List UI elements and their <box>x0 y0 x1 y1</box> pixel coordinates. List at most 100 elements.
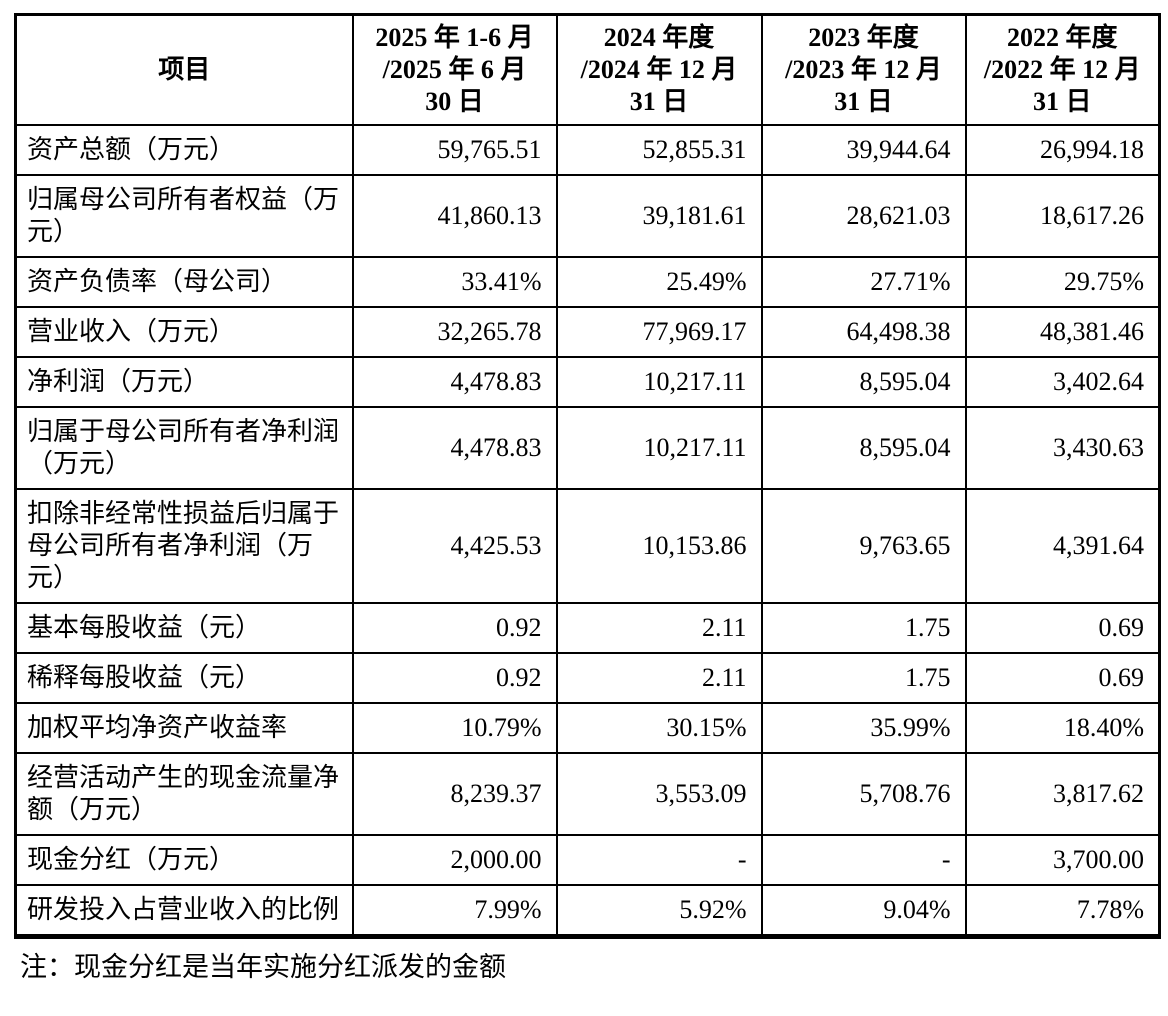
row-label: 净利润（万元） <box>14 356 354 408</box>
row-label: 加权平均净资产收益率 <box>14 702 354 754</box>
value-cell: 10.79% <box>351 702 558 754</box>
value-cell: 4,391.64 <box>964 488 1161 604</box>
value-cell: 1.75 <box>760 652 967 704</box>
value-cell: 10,153.86 <box>555 488 763 604</box>
header-line: 2025 年 1-6 月 <box>375 23 534 52</box>
table-row: 资产总额（万元） 59,765.51 52,855.31 39,944.64 2… <box>14 124 1161 176</box>
table-row: 基本每股收益（元） 0.92 2.11 1.75 0.69 <box>14 602 1161 654</box>
value-cell: 18,617.26 <box>964 174 1161 258</box>
header-line: 2022 年度 <box>1006 23 1118 52</box>
value-cell: 7.78% <box>964 884 1161 938</box>
value-cell: 33.41% <box>351 256 558 308</box>
value-cell: 2.11 <box>555 602 763 654</box>
row-label: 基本每股收益（元） <box>14 602 354 654</box>
value-cell: 3,402.64 <box>964 356 1161 408</box>
value-cell: 48,381.46 <box>964 306 1161 358</box>
row-label: 经营活动产生的现金流量净额（万元） <box>14 752 354 836</box>
value-cell: 3,430.63 <box>964 406 1161 490</box>
value-cell: 0.92 <box>351 652 558 704</box>
value-cell: 25.49% <box>555 256 763 308</box>
value-cell: 2,000.00 <box>351 834 558 886</box>
value-cell: 10,217.11 <box>555 406 763 490</box>
table-header-row: 项目 2025 年 1-6 月 /2025 年 6 月 30 日 2024 年度… <box>14 13 1161 126</box>
value-cell: 52,855.31 <box>555 124 763 176</box>
table-row: 现金分红（万元） 2,000.00 - - 3,700.00 <box>14 834 1161 886</box>
table-row: 归属母公司所有者权益（万元） 41,860.13 39,181.61 28,62… <box>14 174 1161 258</box>
table-row: 净利润（万元） 4,478.83 10,217.11 8,595.04 3,40… <box>14 356 1161 408</box>
header-line: 31 日 <box>834 87 893 116</box>
column-header-2022: 2022 年度 /2022 年 12 月 31 日 <box>964 13 1161 126</box>
value-cell: 26,994.18 <box>964 124 1161 176</box>
value-cell: 8,239.37 <box>351 752 558 836</box>
row-label: 稀释每股收益（元） <box>14 652 354 704</box>
header-line: 2023 年度 <box>808 23 919 52</box>
value-cell: 8,595.04 <box>760 406 967 490</box>
value-cell: 4,478.83 <box>351 406 558 490</box>
value-cell: 30.15% <box>555 702 763 754</box>
financial-summary-table: 项目 2025 年 1-6 月 /2025 年 6 月 30 日 2024 年度… <box>14 13 1161 939</box>
row-label: 营业收入（万元） <box>14 306 354 358</box>
header-line: /2025 年 6 月 <box>382 55 527 84</box>
value-cell: 9,763.65 <box>760 488 967 604</box>
table-row: 加权平均净资产收益率 10.79% 30.15% 35.99% 18.40% <box>14 702 1161 754</box>
row-label: 研发投入占营业收入的比例 <box>14 884 354 938</box>
column-header-2023: 2023 年度 /2023 年 12 月 31 日 <box>760 13 967 126</box>
column-header-item: 项目 <box>14 13 354 126</box>
table-row: 经营活动产生的现金流量净额（万元） 8,239.37 3,553.09 5,70… <box>14 752 1161 836</box>
column-header-2025: 2025 年 1-6 月 /2025 年 6 月 30 日 <box>351 13 558 126</box>
value-cell: 2.11 <box>555 652 763 704</box>
value-cell: - <box>760 834 967 886</box>
header-line: /2024 年 12 月 <box>580 55 738 84</box>
value-cell: 1.75 <box>760 602 967 654</box>
value-cell: 0.69 <box>964 652 1161 704</box>
header-line: /2022 年 12 月 <box>983 55 1141 84</box>
value-cell: 39,181.61 <box>555 174 763 258</box>
value-cell: 39,944.64 <box>760 124 967 176</box>
value-cell: 9.04% <box>760 884 967 938</box>
header-line: /2023 年 12 月 <box>785 55 942 84</box>
table-row: 扣除非经常性损益后归属于母公司所有者净利润（万元） 4,425.53 10,15… <box>14 488 1161 604</box>
value-cell: 59,765.51 <box>351 124 558 176</box>
value-cell: 41,860.13 <box>351 174 558 258</box>
value-cell: 7.99% <box>351 884 558 938</box>
header-line: 31 日 <box>629 87 689 116</box>
value-cell: 3,700.00 <box>964 834 1161 886</box>
value-cell: 5.92% <box>555 884 763 938</box>
value-cell: 3,817.62 <box>964 752 1161 836</box>
row-label: 归属于母公司所有者净利润（万元） <box>14 406 354 490</box>
value-cell: 32,265.78 <box>351 306 558 358</box>
value-cell: 3,553.09 <box>555 752 763 836</box>
table-row: 资产负债率（母公司） 33.41% 25.49% 27.71% 29.75% <box>14 256 1161 308</box>
value-cell: 4,425.53 <box>351 488 558 604</box>
value-cell: 8,595.04 <box>760 356 967 408</box>
header-line: 项目 <box>158 55 211 84</box>
row-label: 现金分红（万元） <box>14 834 354 886</box>
header-line: 2024 年度 <box>603 23 715 52</box>
header-line: 30 日 <box>425 87 484 116</box>
header-line: 31 日 <box>1032 87 1092 116</box>
table-row: 稀释每股收益（元） 0.92 2.11 1.75 0.69 <box>14 652 1161 704</box>
row-label: 归属母公司所有者权益（万元） <box>14 174 354 258</box>
column-header-2024: 2024 年度 /2024 年 12 月 31 日 <box>555 13 763 126</box>
table-row: 营业收入（万元） 32,265.78 77,969.17 64,498.38 4… <box>14 306 1161 358</box>
value-cell: 64,498.38 <box>760 306 967 358</box>
value-cell: 28,621.03 <box>760 174 967 258</box>
value-cell: 29.75% <box>964 256 1161 308</box>
value-cell: 27.71% <box>760 256 967 308</box>
row-label: 扣除非经常性损益后归属于母公司所有者净利润（万元） <box>14 488 354 604</box>
value-cell: 0.69 <box>964 602 1161 654</box>
value-cell: 35.99% <box>760 702 967 754</box>
footnote: 注：现金分红是当年实施分红派发的金额 <box>20 952 506 982</box>
table-row: 研发投入占营业收入的比例 7.99% 5.92% 9.04% 7.78% <box>14 884 1161 938</box>
value-cell: 18.40% <box>964 702 1161 754</box>
value-cell: 77,969.17 <box>555 306 763 358</box>
row-label: 资产总额（万元） <box>14 124 354 176</box>
value-cell: 0.92 <box>351 602 558 654</box>
row-label: 资产负债率（母公司） <box>14 256 354 308</box>
value-cell: 10,217.11 <box>555 356 763 408</box>
value-cell: 5,708.76 <box>760 752 967 836</box>
value-cell: - <box>555 834 763 886</box>
table-row: 归属于母公司所有者净利润（万元） 4,478.83 10,217.11 8,59… <box>14 406 1161 490</box>
value-cell: 4,478.83 <box>351 356 558 408</box>
